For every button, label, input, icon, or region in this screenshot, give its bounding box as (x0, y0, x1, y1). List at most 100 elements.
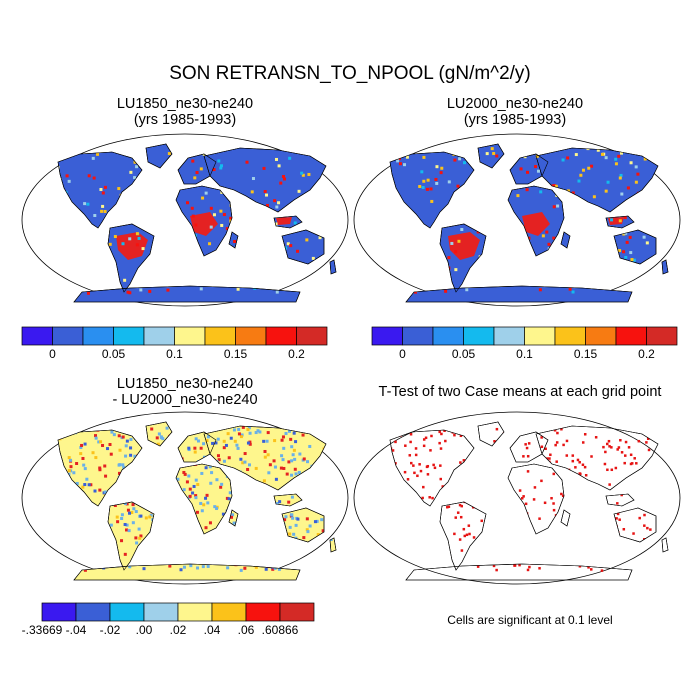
grid-cell (133, 176, 137, 180)
significant-cell (418, 463, 421, 466)
colorbar-swatch (41, 602, 77, 622)
significant-cell (540, 445, 544, 449)
grid-cell (421, 185, 425, 189)
grid-cell (403, 286, 407, 290)
colorbar-swatch (279, 602, 315, 622)
grid-cell (133, 160, 137, 164)
grid-cell (205, 439, 209, 443)
significant-cell (576, 458, 580, 462)
significant-cell (429, 449, 432, 452)
grid-cell (301, 173, 305, 177)
grid-cell (125, 528, 129, 532)
significant-cell (419, 469, 423, 473)
grid-cell (321, 529, 325, 533)
grid-cell (109, 452, 113, 456)
grid-cell (243, 452, 247, 456)
grid-cell (248, 442, 252, 446)
significant-cell (538, 567, 541, 570)
grid-cell (638, 290, 642, 294)
significant-cell (543, 501, 547, 505)
significant-cell (594, 436, 598, 439)
grid-cell (329, 431, 333, 435)
grid-cell (322, 559, 326, 563)
significant-cell (468, 532, 471, 536)
grid-cell (286, 242, 290, 246)
grid-cell (292, 532, 296, 536)
grid-cell (65, 174, 69, 178)
significant-cell (387, 436, 390, 439)
grid-cell (195, 510, 199, 514)
grid-cell (144, 516, 148, 520)
grid-cell (398, 162, 402, 166)
grid-cell (183, 472, 187, 476)
significant-cell (416, 474, 419, 478)
grid-cell (657, 156, 661, 160)
grid-cell (297, 470, 301, 474)
grid-cell (220, 482, 224, 486)
grid-cell (661, 147, 665, 151)
significant-cell (518, 489, 522, 492)
grid-cell (617, 154, 621, 158)
significant-cell (579, 472, 582, 476)
significant-cell (545, 457, 549, 460)
grid-cell (103, 464, 107, 468)
colorbar-tick-label: 0.2 (638, 347, 655, 361)
significant-cell (659, 441, 663, 444)
colorbar-tick-label: 0.1 (516, 347, 533, 361)
significant-cell (606, 468, 609, 472)
grid-cell (294, 472, 298, 476)
grid-cell (307, 172, 311, 176)
significant-cell (560, 427, 563, 431)
grid-cell (604, 156, 608, 160)
significant-cell (602, 445, 605, 449)
grid-cell (250, 190, 254, 194)
grid-cell (552, 236, 556, 240)
grid-cell (219, 485, 223, 489)
significant-cell (409, 440, 412, 444)
grid-cell (426, 178, 430, 182)
grid-cell (196, 482, 200, 486)
grid-cell (222, 446, 226, 450)
grid-cell (96, 152, 100, 156)
significant-cell (493, 440, 496, 443)
grid-cell (194, 496, 198, 500)
grid-cell (324, 150, 328, 154)
grid-cell (308, 566, 312, 570)
significant-cell (428, 496, 431, 499)
grid-cell (273, 465, 277, 469)
grid-cell (229, 436, 233, 440)
significant-cell (495, 568, 498, 572)
grid-cell (277, 164, 281, 168)
grid-cell (618, 176, 622, 180)
grid-cell (623, 216, 627, 220)
grid-cell (98, 488, 102, 492)
high-value-region (522, 212, 550, 236)
grid-cell (296, 249, 300, 253)
grid-cell (614, 157, 618, 161)
significant-cell (644, 567, 648, 570)
significant-cell (643, 524, 646, 527)
significant-cell (458, 503, 462, 507)
grid-cell (601, 152, 605, 156)
grid-cell (194, 494, 198, 498)
grid-cell (277, 567, 281, 571)
significant-cell (608, 445, 611, 448)
significant-cell (409, 433, 413, 436)
grid-cell (121, 463, 125, 467)
grid-cell (290, 473, 294, 477)
grid-cell (290, 513, 294, 517)
grid-cell (196, 439, 200, 443)
grid-cell (204, 466, 208, 470)
grid-cell (206, 501, 210, 505)
grid-cell (248, 431, 252, 435)
grid-cell (229, 216, 233, 220)
grid-cell (566, 156, 570, 160)
significant-cell (608, 483, 611, 486)
grid-cell (293, 221, 297, 225)
significant-cell (649, 528, 652, 531)
grid-cell (251, 177, 255, 181)
significant-cell (550, 496, 553, 500)
grid-cell (182, 565, 186, 569)
grid-cell (268, 463, 272, 467)
grid-cell (619, 173, 623, 177)
